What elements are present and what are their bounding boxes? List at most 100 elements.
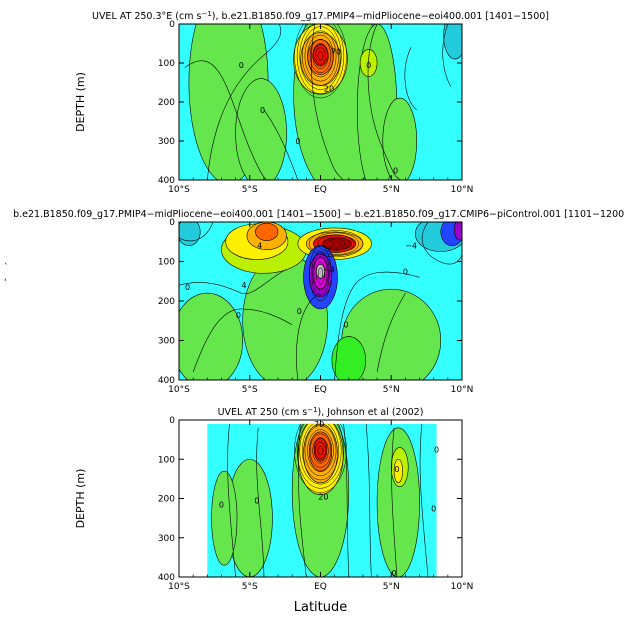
jet-contour-ring	[312, 43, 329, 69]
contour-label: 70	[331, 47, 341, 56]
filled-contours	[179, 222, 462, 380]
undercurrent-contour-ring	[318, 267, 323, 280]
contour-label: 0	[295, 137, 300, 146]
x-tick-label: 10°N	[451, 185, 474, 195]
y-tick-label: 300	[158, 534, 175, 544]
contour-line	[179, 269, 287, 293]
jet-contour-ring	[304, 30, 337, 82]
contour-label: 0	[239, 61, 244, 70]
contour-label: 0	[431, 504, 436, 513]
x-tick-label: 10°N	[451, 582, 474, 592]
x-tick-label: 5°N	[383, 582, 400, 592]
contour-label: 0	[366, 61, 371, 70]
contour-line	[335, 272, 420, 380]
x-tick-label: EQ	[314, 582, 327, 592]
contour-label: 0	[236, 311, 241, 320]
fill-deepcyan-east	[443, 24, 462, 60]
y-tick-label: 200	[158, 98, 175, 108]
y-tick-label: 0	[169, 218, 175, 228]
y-tick-label: 200	[158, 297, 175, 307]
x-tick-label: EQ	[314, 185, 327, 195]
contour-line	[392, 428, 397, 577]
jet-contour-ring	[294, 423, 347, 493]
x-tick-label: 5°N	[383, 385, 400, 395]
contour-label: 0	[343, 321, 348, 330]
jet-contour-ring	[317, 446, 324, 456]
contour-line	[193, 309, 292, 372]
contour-label: 0	[403, 267, 408, 276]
panel-3: 0 0 20 70 0 0 0 0 10°S 5°S EQ 5°N 10°N 0 100 200 300 400 U…	[74, 406, 474, 615]
jet-contour-ring	[317, 51, 324, 61]
contour-label: 0	[185, 283, 190, 292]
y-tick-label: 400	[158, 573, 175, 583]
contour-label: 0	[260, 106, 265, 115]
contour-line	[207, 24, 281, 180]
y-tick-label: 400	[158, 376, 175, 386]
contour-label: 0	[392, 569, 397, 578]
contour-line	[377, 293, 405, 372]
jet-contour-ring	[326, 239, 346, 249]
y-tick-label: 0	[169, 20, 175, 30]
contour-label: 0	[254, 496, 259, 505]
jet-contour-ring	[315, 441, 326, 460]
contour-line	[405, 47, 417, 109]
contour-label: 0	[393, 166, 398, 175]
x-tick-label: 10°S	[168, 582, 190, 592]
chart-title: UVEL AT 250.3°E (cm s−1), b.e21.B1850.f0…	[92, 10, 549, 22]
contour-label: 20	[318, 493, 328, 502]
x-tick-label: 5°N	[383, 185, 400, 195]
filled-contours	[193, 420, 428, 577]
contour-line	[443, 24, 451, 86]
y-tick-label: 100	[158, 59, 175, 69]
jet-contour-ring	[299, 24, 342, 90]
jet-contour-ring	[317, 234, 355, 253]
fill-green-west-deep	[179, 292, 243, 380]
jet-contour-ring	[309, 38, 332, 74]
fill-red-jet-core	[313, 437, 328, 462]
jet-contour-ring	[294, 24, 347, 99]
stray-mark-1: `	[4, 263, 9, 273]
x-tick-label: 10°S	[168, 185, 190, 195]
contour-label: 0	[219, 500, 224, 509]
jet-contour-ring	[299, 423, 342, 485]
undercurrent-contour-ring	[311, 251, 330, 296]
contour-label: 0	[394, 465, 399, 474]
y-tick-label: 100	[158, 455, 175, 465]
contour-line	[228, 420, 236, 577]
contour-line	[343, 420, 349, 577]
x-tick-label: 5°S	[242, 582, 258, 592]
x-tick-label: 5°S	[242, 385, 258, 395]
chart-title: b.e21.B1850.f09_g17.PMIP4−midPliocene−eo…	[13, 209, 625, 220]
x-axis-label: Latitude	[294, 600, 348, 615]
fill-green-far-west	[211, 470, 238, 566]
contour-line	[420, 420, 428, 577]
filled-contours	[185, 24, 462, 180]
jet-contour-ring	[331, 241, 341, 247]
jet-contour-ring	[296, 423, 345, 489]
contour-label: 0	[434, 445, 439, 454]
contour-line	[257, 428, 264, 577]
contour-line	[264, 110, 298, 180]
x-tick-label: 10°S	[168, 385, 190, 395]
jet-contour-ring	[312, 437, 329, 464]
contour-line	[179, 222, 213, 241]
y-tick-label: 300	[158, 137, 175, 147]
contour-label: −4	[405, 242, 417, 251]
y-tick-label: 400	[158, 176, 175, 186]
x-tick-label: 5°S	[242, 185, 258, 195]
x-tick-label: EQ	[314, 385, 327, 395]
undercurrent-contour-ring	[315, 262, 326, 285]
undercurrent-contour-ring	[313, 256, 328, 291]
contour-label: 70	[314, 420, 324, 429]
jet-contour-ring	[313, 232, 359, 255]
jet-contour-ring	[307, 34, 334, 78]
contour-label: 4	[242, 281, 247, 290]
contour-line	[368, 24, 400, 180]
undercurrent-contour-ring	[309, 245, 332, 302]
fill-purple-east	[453, 222, 462, 241]
panel-1: 0 0 0 0 0 20 70 10°S 5°S EQ 5°N 10°N 0 100 200 300 400 UV…	[74, 10, 549, 195]
contour-line	[422, 222, 462, 264]
contour-label: 0	[297, 307, 302, 316]
contour-line	[298, 420, 306, 577]
